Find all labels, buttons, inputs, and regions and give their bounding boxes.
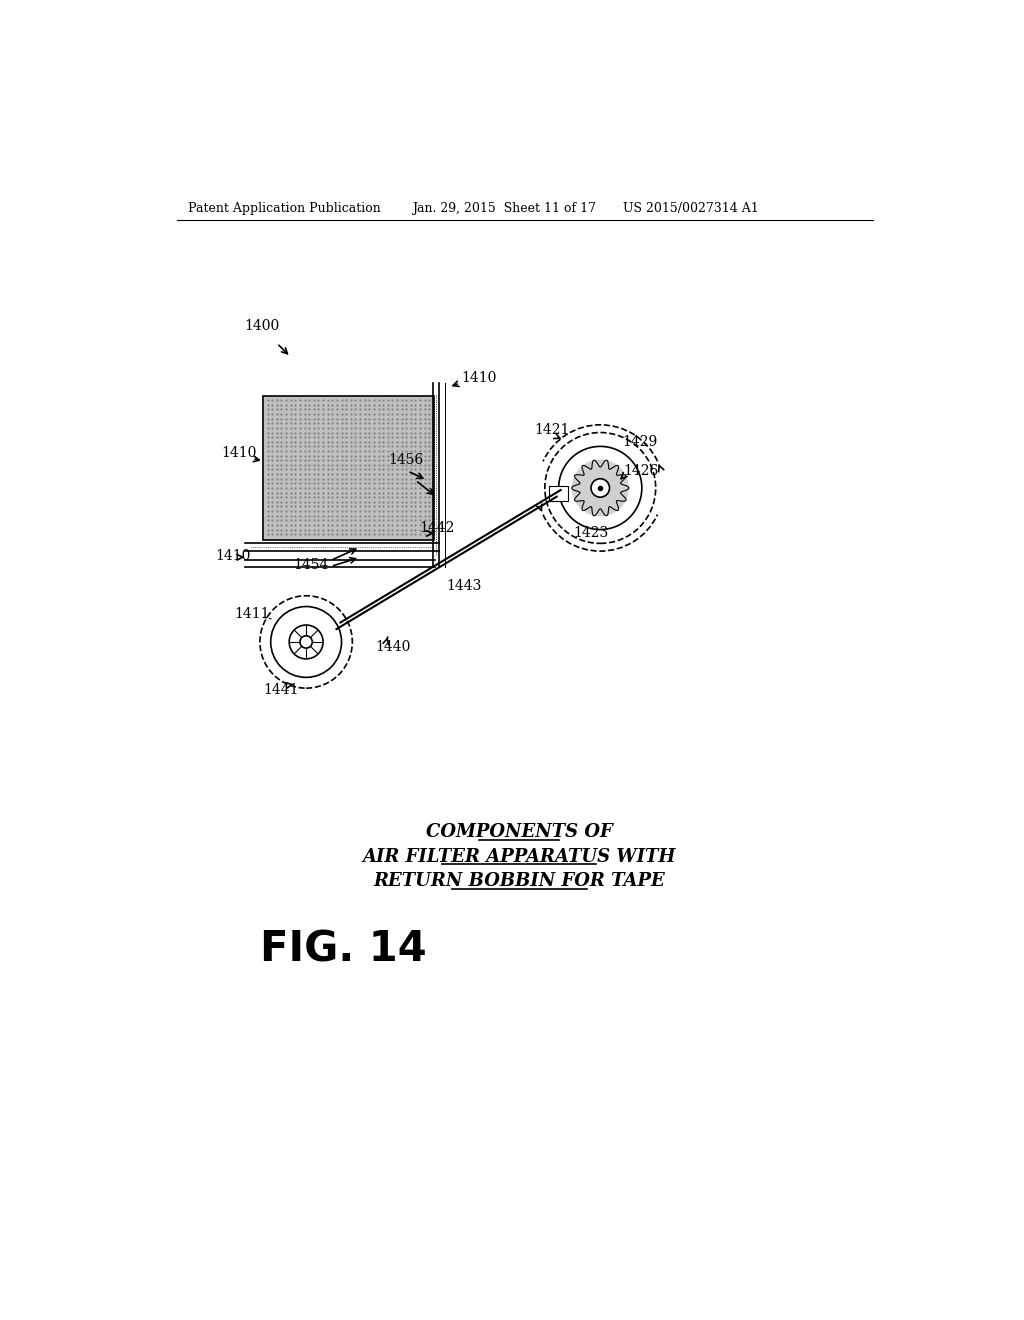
- Bar: [263, 396, 434, 540]
- Circle shape: [289, 626, 323, 659]
- Text: 1410: 1410: [462, 371, 497, 385]
- Text: 1443: 1443: [446, 578, 481, 593]
- Circle shape: [571, 459, 629, 516]
- Text: 1442: 1442: [419, 521, 455, 535]
- Text: 1440: 1440: [376, 640, 411, 655]
- Text: FIG. 14: FIG. 14: [260, 929, 427, 972]
- Circle shape: [559, 446, 642, 529]
- Text: AIR FILTER APPARATUS WITH: AIR FILTER APPARATUS WITH: [362, 847, 676, 866]
- Text: 1441: 1441: [263, 682, 299, 697]
- Text: 1410: 1410: [215, 549, 251, 562]
- Circle shape: [591, 479, 609, 498]
- Text: 1400: 1400: [245, 319, 280, 333]
- Text: 1426: 1426: [624, 465, 658, 478]
- Text: Jan. 29, 2015  Sheet 11 of 17: Jan. 29, 2015 Sheet 11 of 17: [412, 202, 596, 215]
- Text: 1454: 1454: [294, 558, 329, 572]
- Text: 1411: 1411: [234, 607, 270, 622]
- Text: 1421: 1421: [535, 424, 570, 437]
- Text: 1456: 1456: [388, 453, 424, 467]
- Text: Patent Application Publication: Patent Application Publication: [188, 202, 381, 215]
- Circle shape: [270, 607, 342, 677]
- Text: RETURN BOBBIN FOR TAPE: RETURN BOBBIN FOR TAPE: [374, 873, 666, 891]
- Circle shape: [300, 636, 312, 648]
- Text: COMPONENTS OF: COMPONENTS OF: [426, 824, 612, 841]
- Text: US 2015/0027314 A1: US 2015/0027314 A1: [624, 202, 759, 215]
- Bar: [550, 486, 568, 502]
- Text: 1410: 1410: [221, 446, 257, 459]
- Text: 1429: 1429: [622, 434, 657, 449]
- Text: 1423: 1423: [573, 527, 608, 540]
